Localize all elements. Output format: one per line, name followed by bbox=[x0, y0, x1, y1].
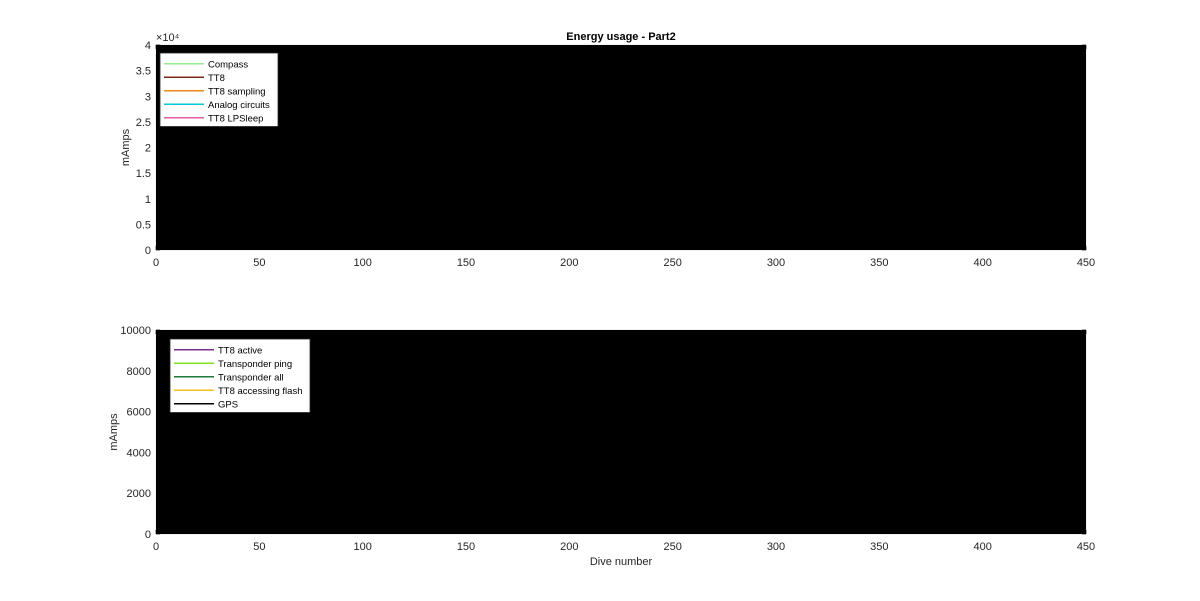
y-tick-label: 3 bbox=[145, 91, 151, 103]
y-tick-label: 1 bbox=[145, 194, 151, 206]
legend-label: Transponder all bbox=[218, 372, 284, 383]
x-tick-label: 100 bbox=[353, 257, 371, 269]
legend-box bbox=[159, 52, 279, 127]
x-tick-label: 50 bbox=[253, 541, 265, 553]
y-tick-label: 0 bbox=[145, 529, 151, 541]
x-tick-label: 300 bbox=[767, 257, 785, 269]
x-tick-label: 450 bbox=[1077, 257, 1095, 269]
y-tick-label: 0.5 bbox=[136, 219, 151, 231]
bottom-legend: TT8 active Transponder ping Transponder al… bbox=[169, 338, 311, 413]
y-tick-label: 0 bbox=[145, 245, 151, 257]
x-tick-label: 350 bbox=[870, 541, 888, 553]
y-tick-label: 2.5 bbox=[136, 117, 151, 129]
top-legend: Compass TT8 TT8 sampling Analog circuits TT8… bbox=[159, 52, 279, 127]
y-tick-label: 4000 bbox=[127, 447, 151, 459]
top-subplot: 0 50 100 150 200 250 300 350 400 450 0 0.5 1 1.5 2 2.5 3… bbox=[120, 31, 1095, 269]
y-tick-label: 8000 bbox=[127, 366, 151, 378]
x-tick-label: 250 bbox=[663, 541, 681, 553]
legend-label: Analog circuits bbox=[208, 100, 270, 111]
x-tick-label: 0 bbox=[153, 541, 159, 553]
top-axes-box bbox=[156, 45, 1086, 250]
x-tick-label: 400 bbox=[973, 541, 991, 553]
y-tick-label: 3.5 bbox=[136, 66, 151, 78]
x-tick-label: 250 bbox=[663, 257, 681, 269]
y-tick-label: 10000 bbox=[120, 325, 151, 337]
legend-box bbox=[169, 338, 311, 413]
x-tick-label: 400 bbox=[973, 257, 991, 269]
bottom-y-axis-label: mAmps bbox=[108, 413, 120, 451]
y-tick-label: 2 bbox=[145, 143, 151, 155]
legend-label: TT8 accessing flash bbox=[218, 386, 302, 397]
y-tick-label: 1.5 bbox=[136, 168, 151, 180]
y-tick-label: 2000 bbox=[127, 488, 151, 500]
legend-label: GPS bbox=[218, 399, 238, 410]
x-tick-label: 200 bbox=[560, 257, 578, 269]
x-tick-label: 200 bbox=[560, 541, 578, 553]
x-tick-label: 450 bbox=[1077, 541, 1095, 553]
bottom-axes-box bbox=[156, 330, 1086, 534]
top-y-exponent-label: ×10⁴ bbox=[156, 32, 180, 44]
legend-label: TT8 sampling bbox=[208, 86, 266, 97]
top-chart-title: Energy usage - Part2 bbox=[566, 31, 675, 43]
x-tick-label: 0 bbox=[153, 257, 159, 269]
top-y-axis-label: mAmps bbox=[120, 128, 132, 166]
legend-label: Compass bbox=[208, 59, 248, 70]
x-tick-label: 50 bbox=[253, 257, 265, 269]
bottom-x-axis-label: Dive number bbox=[590, 556, 653, 568]
x-tick-label: 150 bbox=[457, 541, 475, 553]
x-tick-label: 300 bbox=[767, 541, 785, 553]
x-tick-label: 100 bbox=[353, 541, 371, 553]
legend-label: TT8 LPSleep bbox=[208, 113, 263, 124]
bottom-subplot: 0 50 100 150 200 250 300 350 400 450 0 2000 4000 6000… bbox=[108, 325, 1095, 568]
x-tick-label: 350 bbox=[870, 257, 888, 269]
legend-label: Transponder ping bbox=[218, 359, 292, 370]
x-tick-label: 150 bbox=[457, 257, 475, 269]
y-tick-label: 6000 bbox=[127, 407, 151, 419]
legend-label: TT8 bbox=[208, 73, 225, 84]
y-tick-label: 4 bbox=[145, 40, 151, 52]
legend-label: TT8 active bbox=[218, 345, 262, 356]
